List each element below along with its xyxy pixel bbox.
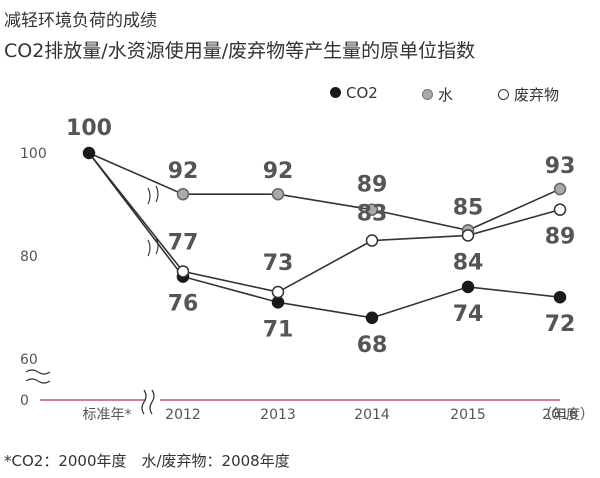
data-point-co2-4 (461, 280, 475, 294)
data-label-waste-4: 84 (453, 250, 484, 275)
data-point-co2-5 (553, 290, 567, 304)
footnote: *CO2：2000年度 水/废弃物：2008年度 (4, 452, 290, 470)
data-label-co2-0: 100 (66, 116, 112, 141)
data-label-water-5: 93 (545, 154, 576, 179)
chart-title: 减轻环境负荷的成绩 (4, 11, 157, 31)
legend-label-water: 水 (438, 86, 454, 104)
data-point-waste-3 (365, 234, 379, 247)
y-tick-label-60: 60 (20, 352, 38, 368)
data-point-co2-2 (271, 296, 285, 309)
data-point-co2-3 (365, 311, 379, 325)
data-point-water-3 (365, 203, 379, 216)
y-tick-label-80: 80 (20, 249, 38, 265)
data-point-waste-5 (553, 203, 567, 216)
data-point-waste-4 (461, 229, 475, 242)
legend-item-water: 水 (422, 84, 453, 105)
x-tick-label-0: 标准年* (83, 407, 132, 423)
data-point-waste-2 (271, 285, 285, 299)
x-axis-break-icon (141, 389, 155, 415)
data-label-water-1: 92 (168, 159, 199, 184)
data-label-water-3: 89 (357, 173, 388, 198)
x-tick-label-1: 2012 (165, 407, 201, 423)
data-label-waste-3: 83 (357, 202, 388, 227)
series-break-icon-co2 (147, 237, 159, 257)
data-label-co2-4: 74 (453, 302, 484, 327)
legend-label-co2: CO2 (346, 84, 378, 102)
data-label-co2-1: 76 (168, 292, 199, 317)
data-point-co2-0 (82, 146, 96, 160)
legend-item-waste: 废弃物 (498, 84, 559, 105)
data-label-water-2: 92 (263, 159, 294, 184)
x-tick-label-3: 2014 (354, 407, 390, 423)
data-point-waste-1 (176, 265, 190, 278)
series-line-waste (88, 152, 561, 293)
data-label-water-4: 85 (453, 195, 484, 220)
x-unit-label: （年度） (538, 407, 594, 423)
legend-item-co2: CO2 (330, 84, 378, 102)
legend-marker-water (422, 89, 433, 100)
data-label-co2-2: 71 (263, 317, 294, 342)
data-label-waste-5: 89 (545, 225, 576, 250)
y-tick-label-100: 100 (20, 146, 47, 162)
series-line-water (88, 152, 561, 232)
series-break-icon-water (147, 185, 159, 205)
legend-label-waste: 废弃物 (514, 86, 560, 104)
legend-marker-co2 (330, 87, 341, 98)
data-point-water-2 (271, 187, 285, 201)
chart-subtitle: CO2排放量/水资源使用量/废弃物等产生量的原单位指数 (4, 40, 476, 62)
x-tick-label-4: 2015 (450, 407, 486, 423)
legend-marker-waste (498, 89, 509, 100)
x-tick-label-2: 2013 (260, 407, 296, 423)
y-axis-break-icon (25, 369, 51, 384)
series-line-co2 (88, 152, 561, 319)
y-tick-label-0: 0 (20, 393, 29, 409)
data-label-co2-3: 68 (357, 333, 388, 358)
data-point-water-1 (176, 187, 190, 201)
data-label-co2-5: 72 (545, 312, 576, 337)
data-label-waste-1: 77 (168, 230, 199, 255)
data-label-waste-2: 73 (263, 251, 294, 276)
x-tick-label-5: 2016 (542, 407, 578, 423)
legend: CO2 水 废弃物 (0, 84, 600, 108)
data-point-water-5 (553, 182, 567, 196)
